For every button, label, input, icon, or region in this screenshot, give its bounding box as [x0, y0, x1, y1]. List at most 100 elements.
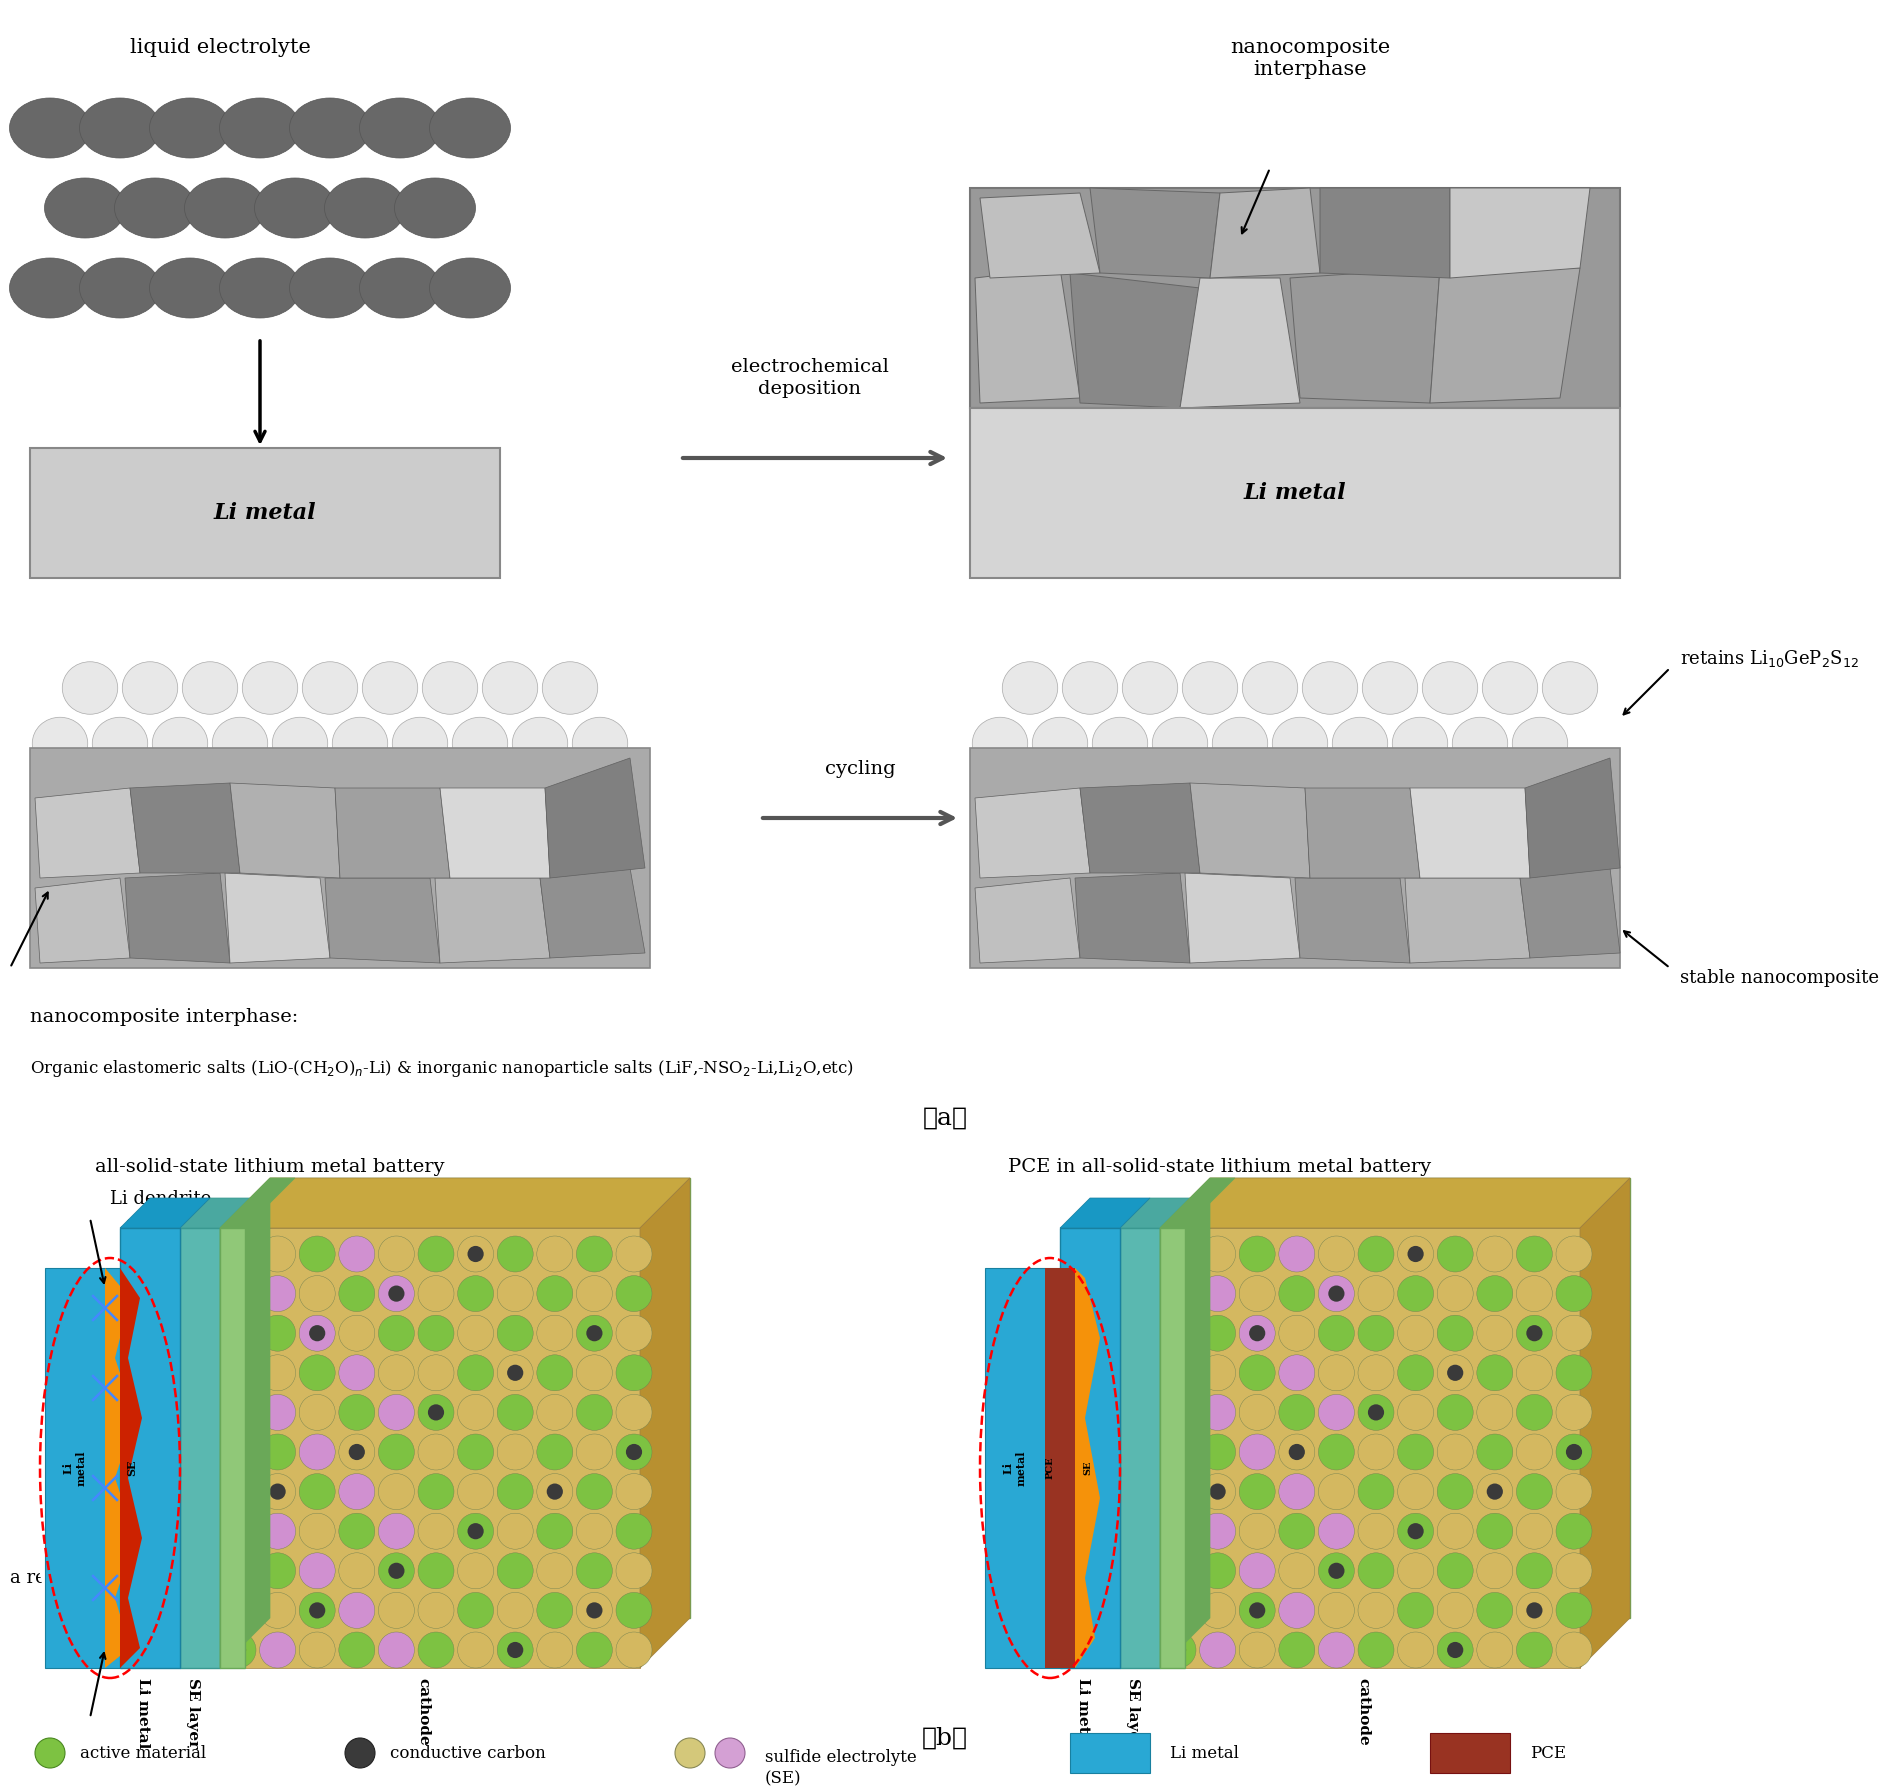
- Circle shape: [576, 1395, 612, 1430]
- Circle shape: [1515, 1593, 1551, 1629]
- Circle shape: [298, 1395, 334, 1430]
- Ellipse shape: [542, 772, 597, 826]
- Ellipse shape: [359, 257, 440, 318]
- Ellipse shape: [45, 179, 125, 238]
- Circle shape: [1515, 1473, 1551, 1509]
- Circle shape: [1160, 1316, 1196, 1352]
- Text: Organic elastomeric salts (LiO-(CH$_2$O)$_n$-Li) & inorganic nanoparticle salts : Organic elastomeric salts (LiO-(CH$_2$O)…: [30, 1058, 854, 1078]
- Text: sulfide electrolyte
(SE): sulfide electrolyte (SE): [765, 1749, 916, 1786]
- Circle shape: [338, 1275, 374, 1312]
- Circle shape: [378, 1316, 414, 1352]
- Ellipse shape: [219, 98, 300, 157]
- Circle shape: [417, 1434, 453, 1470]
- Ellipse shape: [363, 772, 417, 826]
- Circle shape: [576, 1513, 612, 1548]
- Circle shape: [219, 1395, 255, 1430]
- Circle shape: [536, 1632, 572, 1668]
- FancyBboxPatch shape: [1120, 1228, 1160, 1668]
- Polygon shape: [1160, 1178, 1628, 1228]
- Text: SE layer: SE layer: [1126, 1677, 1139, 1749]
- Circle shape: [310, 1325, 325, 1341]
- Circle shape: [417, 1355, 453, 1391]
- Ellipse shape: [421, 662, 478, 713]
- FancyBboxPatch shape: [179, 1228, 219, 1668]
- Ellipse shape: [572, 717, 627, 771]
- Circle shape: [1526, 1325, 1541, 1341]
- Circle shape: [378, 1395, 414, 1430]
- Ellipse shape: [93, 717, 147, 771]
- Circle shape: [1436, 1513, 1472, 1548]
- Polygon shape: [975, 878, 1079, 964]
- Text: all-solid-state lithium metal battery: all-solid-state lithium metal battery: [94, 1159, 444, 1177]
- Circle shape: [387, 1563, 404, 1579]
- Circle shape: [1475, 1316, 1511, 1352]
- Text: cycling: cycling: [824, 760, 895, 778]
- Circle shape: [219, 1434, 255, 1470]
- Circle shape: [338, 1632, 374, 1668]
- Circle shape: [576, 1275, 612, 1312]
- Circle shape: [1358, 1236, 1394, 1271]
- Ellipse shape: [1001, 772, 1058, 826]
- Ellipse shape: [115, 179, 195, 238]
- FancyBboxPatch shape: [219, 1228, 246, 1668]
- Ellipse shape: [1122, 662, 1177, 713]
- Circle shape: [378, 1593, 414, 1629]
- Polygon shape: [1079, 783, 1200, 873]
- Polygon shape: [540, 867, 644, 958]
- Text: nanocomposite
interphase: nanocomposite interphase: [1230, 38, 1390, 79]
- Circle shape: [1358, 1593, 1394, 1629]
- Ellipse shape: [451, 717, 508, 771]
- Ellipse shape: [149, 98, 230, 157]
- FancyBboxPatch shape: [1160, 1228, 1579, 1668]
- Polygon shape: [36, 878, 130, 964]
- Circle shape: [457, 1473, 493, 1509]
- Circle shape: [576, 1552, 612, 1590]
- Circle shape: [427, 1404, 444, 1420]
- Ellipse shape: [123, 772, 178, 826]
- Circle shape: [1396, 1552, 1434, 1590]
- Circle shape: [1358, 1355, 1394, 1391]
- Text: （a）: （a）: [922, 1107, 967, 1130]
- Polygon shape: [36, 789, 140, 878]
- Circle shape: [1160, 1513, 1196, 1548]
- Circle shape: [1475, 1275, 1511, 1312]
- Polygon shape: [1430, 268, 1579, 402]
- Ellipse shape: [429, 257, 510, 318]
- Circle shape: [497, 1632, 533, 1668]
- Polygon shape: [1409, 789, 1530, 878]
- Ellipse shape: [30, 1248, 191, 1688]
- Polygon shape: [975, 268, 1079, 402]
- Circle shape: [576, 1355, 612, 1391]
- Circle shape: [1319, 1395, 1354, 1430]
- Circle shape: [417, 1236, 453, 1271]
- Circle shape: [259, 1434, 295, 1470]
- Ellipse shape: [62, 662, 117, 713]
- Text: liquid electrolyte: liquid electrolyte: [130, 38, 310, 57]
- Circle shape: [259, 1552, 295, 1590]
- Circle shape: [1396, 1275, 1434, 1312]
- Ellipse shape: [153, 717, 208, 771]
- Circle shape: [1515, 1552, 1551, 1590]
- Polygon shape: [1294, 878, 1409, 964]
- Circle shape: [1200, 1473, 1235, 1509]
- Text: Li
metal: Li metal: [1001, 1450, 1026, 1486]
- Polygon shape: [1190, 783, 1309, 878]
- Text: Li metal: Li metal: [1243, 483, 1345, 504]
- Circle shape: [1555, 1434, 1591, 1470]
- Circle shape: [259, 1632, 295, 1668]
- Circle shape: [1200, 1275, 1235, 1312]
- Polygon shape: [225, 873, 331, 964]
- Circle shape: [1319, 1275, 1354, 1312]
- Circle shape: [1160, 1275, 1196, 1312]
- Circle shape: [298, 1434, 334, 1470]
- Text: stable nanocomposite: stable nanocomposite: [1679, 969, 1878, 987]
- Ellipse shape: [242, 772, 298, 826]
- Circle shape: [1555, 1236, 1591, 1271]
- Circle shape: [1200, 1434, 1235, 1470]
- Ellipse shape: [272, 717, 327, 771]
- Ellipse shape: [9, 98, 91, 157]
- Circle shape: [1436, 1316, 1472, 1352]
- Ellipse shape: [79, 98, 161, 157]
- Circle shape: [259, 1316, 295, 1352]
- Circle shape: [338, 1593, 374, 1629]
